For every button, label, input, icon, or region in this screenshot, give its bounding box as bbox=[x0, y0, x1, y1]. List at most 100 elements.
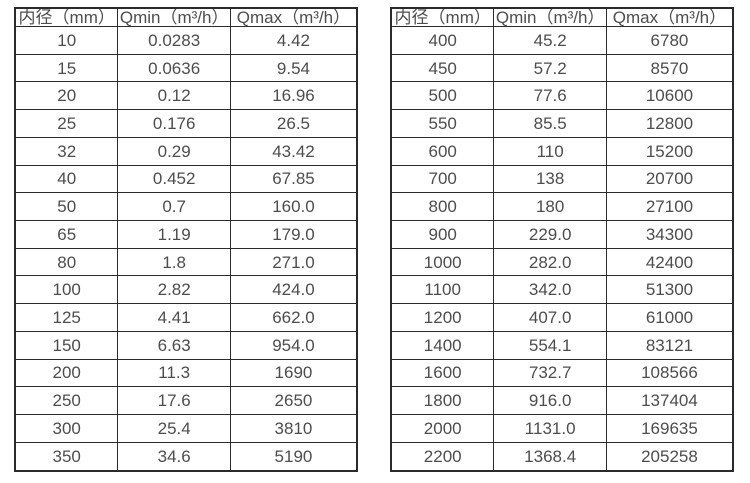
table-row: 15 0.0636 9.54 bbox=[14, 53, 358, 83]
data-cell: 916.0 bbox=[493, 386, 607, 416]
table-row: 450 57.2 8570 bbox=[390, 53, 734, 83]
data-cell: 1800 bbox=[390, 386, 495, 416]
data-cell: 1368.4 bbox=[493, 441, 607, 472]
data-cell: 179.0 bbox=[229, 220, 358, 249]
data-cell: 732.7 bbox=[493, 358, 607, 388]
data-cell: 800 bbox=[390, 192, 495, 222]
data-cell: 200 bbox=[14, 358, 119, 388]
table-row: 2200 1368.4 205258 bbox=[390, 441, 734, 472]
data-cell: 10600 bbox=[605, 81, 734, 111]
data-cell: 57.2 bbox=[493, 53, 607, 83]
table-row: 500 77.6 10600 bbox=[390, 81, 734, 111]
data-cell: 42400 bbox=[605, 247, 734, 277]
data-cell: 34.6 bbox=[117, 441, 231, 472]
data-cell: 0.7 bbox=[117, 192, 231, 222]
data-cell: 350 bbox=[14, 441, 119, 472]
data-cell: 0.0636 bbox=[117, 53, 231, 83]
data-cell: 12800 bbox=[605, 109, 734, 138]
data-cell: 900 bbox=[390, 220, 495, 249]
table-row: 1600 732.7 108566 bbox=[390, 358, 734, 388]
data-cell: 9.54 bbox=[229, 53, 358, 83]
table-row: 150 6.63 954.0 bbox=[14, 330, 358, 360]
flow-table-dn400-2200: 内径（mm） Qmin（m³/h） Qmax（m³/h） 400 45.2 6780 450… bbox=[390, 7, 734, 472]
data-cell: 125 bbox=[14, 303, 119, 332]
data-cell: 45.2 bbox=[493, 26, 607, 55]
data-cell: 400 bbox=[390, 26, 495, 55]
data-cell: 32 bbox=[14, 136, 119, 166]
data-cell: 1131.0 bbox=[493, 414, 607, 443]
data-cell: 25.4 bbox=[117, 414, 231, 443]
table-row: 25 0.176 26.5 bbox=[14, 109, 358, 138]
data-cell: 662.0 bbox=[229, 303, 358, 332]
data-cell: 160.0 bbox=[229, 192, 358, 222]
data-cell: 65 bbox=[14, 220, 119, 249]
table-row: 2000 1131.0 169635 bbox=[390, 414, 734, 443]
header-row: 内径（mm） Qmin（m³/h） Qmax（m³/h） bbox=[390, 7, 734, 27]
data-cell: 15200 bbox=[605, 136, 734, 166]
data-cell: 6.63 bbox=[117, 330, 231, 360]
header-row: 内径（mm） Qmin（m³/h） Qmax（m³/h） bbox=[14, 7, 358, 27]
data-cell: 407.0 bbox=[493, 303, 607, 332]
data-cell: 2000 bbox=[390, 414, 495, 443]
data-cell: 282.0 bbox=[493, 247, 607, 277]
data-cell: 500 bbox=[390, 81, 495, 111]
table-row: 600 110 15200 bbox=[390, 136, 734, 166]
data-cell: 61000 bbox=[605, 303, 734, 332]
data-cell: 0.12 bbox=[117, 81, 231, 111]
data-cell: 550 bbox=[390, 109, 495, 138]
data-cell: 17.6 bbox=[117, 386, 231, 416]
table-row: 200 11.3 1690 bbox=[14, 358, 358, 388]
data-cell: 0.452 bbox=[117, 164, 231, 194]
header-cell: Qmax（m³/h） bbox=[605, 7, 734, 27]
data-cell: 50 bbox=[14, 192, 119, 222]
data-cell: 40 bbox=[14, 164, 119, 194]
data-cell: 2200 bbox=[390, 441, 495, 472]
table-row: 250 17.6 2650 bbox=[14, 386, 358, 416]
table-row: 700 138 20700 bbox=[390, 164, 734, 194]
data-cell: 4.42 bbox=[229, 26, 358, 55]
table-row: 1000 282.0 42400 bbox=[390, 247, 734, 277]
table-row: 1800 916.0 137404 bbox=[390, 386, 734, 416]
data-cell: 1690 bbox=[229, 358, 358, 388]
data-cell: 1200 bbox=[390, 303, 495, 332]
data-cell: 450 bbox=[390, 53, 495, 83]
table-row: 100 2.82 424.0 bbox=[14, 275, 358, 305]
table-row: 550 85.5 12800 bbox=[390, 109, 734, 138]
data-cell: 110 bbox=[493, 136, 607, 166]
data-cell: 34300 bbox=[605, 220, 734, 249]
data-cell: 1.19 bbox=[117, 220, 231, 249]
data-cell: 10 bbox=[14, 26, 119, 55]
data-cell: 11.3 bbox=[117, 358, 231, 388]
table-row: 300 25.4 3810 bbox=[14, 414, 358, 443]
data-cell: 51300 bbox=[605, 275, 734, 305]
data-cell: 26.5 bbox=[229, 109, 358, 138]
table-row: 1400 554.1 83121 bbox=[390, 330, 734, 360]
data-cell: 0.0283 bbox=[117, 26, 231, 55]
table-row: 125 4.41 662.0 bbox=[14, 303, 358, 332]
data-cell: 3810 bbox=[229, 414, 358, 443]
header-cell: 内径（mm） bbox=[390, 7, 495, 27]
data-cell: 100 bbox=[14, 275, 119, 305]
data-cell: 150 bbox=[14, 330, 119, 360]
flow-capacity-tables: 内径（mm） Qmin（m³/h） Qmax（m³/h） 10 0.0283 4.42 15… bbox=[14, 7, 734, 472]
header-cell: 内径（mm） bbox=[14, 7, 119, 27]
data-cell: 250 bbox=[14, 386, 119, 416]
data-cell: 1100 bbox=[390, 275, 495, 305]
data-cell: 1.8 bbox=[117, 247, 231, 277]
data-cell: 25 bbox=[14, 109, 119, 138]
data-cell: 600 bbox=[390, 136, 495, 166]
data-cell: 700 bbox=[390, 164, 495, 194]
table-row: 1100 342.0 51300 bbox=[390, 275, 734, 305]
data-cell: 180 bbox=[493, 192, 607, 222]
data-cell: 0.176 bbox=[117, 109, 231, 138]
data-cell: 5190 bbox=[229, 441, 358, 472]
data-cell: 954.0 bbox=[229, 330, 358, 360]
data-cell: 108566 bbox=[605, 358, 734, 388]
data-cell: 77.6 bbox=[493, 81, 607, 111]
data-cell: 554.1 bbox=[493, 330, 607, 360]
data-cell: 2650 bbox=[229, 386, 358, 416]
table-row: 900 229.0 34300 bbox=[390, 220, 734, 249]
table-row: 50 0.7 160.0 bbox=[14, 192, 358, 222]
header-cell: Qmin（m³/h） bbox=[117, 7, 231, 27]
data-cell: 1000 bbox=[390, 247, 495, 277]
